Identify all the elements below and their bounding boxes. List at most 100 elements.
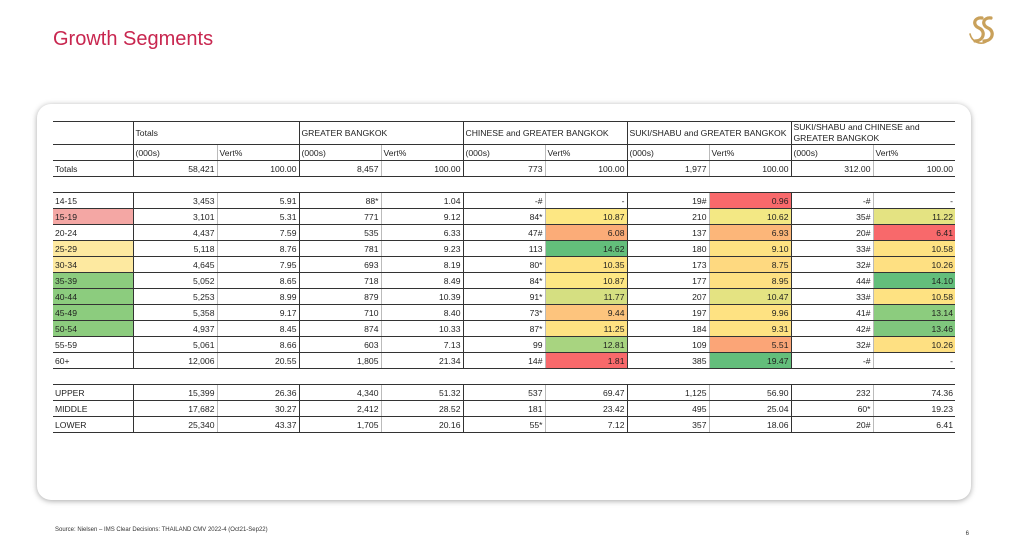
table-row: 25-29 5,118 8.76 781 9.23 113 14.62 180 9.10 33# 1…	[53, 240, 955, 257]
count-cell: 35#	[790, 208, 873, 225]
vert-pct-cell: 9.23	[380, 240, 463, 257]
vert-pct-cell: -	[872, 352, 955, 369]
group-header: CHINESE and GREATER BANGKOK	[462, 121, 627, 145]
vert-pct-cell: 26.36	[216, 384, 299, 401]
vert-pct-cell: 10.39	[380, 288, 463, 305]
vert-pct-cell: 7.95	[216, 256, 299, 273]
vert-pct-cell: 74.36	[872, 384, 955, 401]
vert-pct-cell: 6.93	[708, 224, 791, 241]
table-row: 20-24 4,437 7.59 535 6.33 47# 6.08 137 6.93 20# 6.…	[53, 224, 955, 241]
vert-pct-cell: 9.12	[380, 208, 463, 225]
count-cell: 17,682	[132, 400, 217, 417]
row-label: 20-24	[53, 224, 133, 241]
count-cell: 15,399	[132, 384, 217, 401]
section-gap-row	[53, 177, 955, 193]
vert-pct-cell: 7.12	[544, 416, 627, 433]
vert-pct-cell: 1.04	[380, 192, 463, 209]
count-cell: 33#	[790, 288, 873, 305]
subheader-vert-pct: Vert%	[544, 144, 627, 161]
vert-pct-cell: 9.96	[708, 304, 791, 321]
count-cell: 91*	[462, 288, 545, 305]
vert-pct-cell: 5.91	[216, 192, 299, 209]
vert-pct-cell: 6.33	[380, 224, 463, 241]
vert-pct-cell: 8.40	[380, 304, 463, 321]
vert-pct-cell: 25.04	[708, 400, 791, 417]
count-cell: 5,118	[132, 240, 217, 257]
count-cell: 58,421	[132, 160, 217, 177]
count-cell: 181	[462, 400, 545, 417]
count-cell: 177	[626, 272, 709, 289]
page-title: Growth Segments	[53, 28, 214, 50]
table-row: Totals 58,421 100.00 8,457 100.00 773 100.00 1,…	[53, 160, 955, 177]
subheader-count: (000s)	[132, 144, 217, 161]
vert-pct-cell: 14.62	[544, 240, 627, 257]
row-label: 60+	[53, 352, 133, 369]
vert-pct-cell: 9.31	[708, 320, 791, 337]
table-body: Totals GREATER BANGKOK CHINESE and GREATER…	[53, 121, 955, 433]
count-cell: 207	[626, 288, 709, 305]
vert-pct-cell: 8.76	[216, 240, 299, 257]
data-table-card: Totals GREATER BANGKOK CHINESE and GREATER…	[37, 104, 971, 500]
count-cell: 1,705	[298, 416, 381, 433]
row-label: LOWER	[53, 416, 133, 433]
vert-pct-cell: 19.47	[708, 352, 791, 369]
gap-cell	[53, 369, 955, 385]
count-cell: -#	[790, 192, 873, 209]
subheader-vert-pct: Vert%	[216, 144, 299, 161]
count-cell: 2,412	[298, 400, 381, 417]
vert-pct-cell: 14.10	[872, 272, 955, 289]
row-label: 15-19	[53, 208, 133, 225]
row-label: 50-54	[53, 320, 133, 337]
group-header: SUKI/SHABU and GREATER BANGKOK	[626, 121, 791, 145]
count-cell: -#	[462, 192, 545, 209]
row-label: 40-44	[53, 288, 133, 305]
group-header: SUKI/SHABU and CHINESE and GREATER BANGK…	[790, 121, 955, 145]
vert-pct-cell: 13.46	[872, 320, 955, 337]
vert-pct-cell: 11.22	[872, 208, 955, 225]
vert-pct-cell: 43.37	[216, 416, 299, 433]
row-label: 25-29	[53, 240, 133, 257]
count-cell: 8,457	[298, 160, 381, 177]
count-cell: 5,358	[132, 304, 217, 321]
vert-pct-cell: 0.96	[708, 192, 791, 209]
growth-segments-table: Totals GREATER BANGKOK CHINESE and GREATER…	[53, 121, 955, 433]
row-label: 30-34	[53, 256, 133, 273]
count-cell: 3,101	[132, 208, 217, 225]
vert-pct-cell: 10.58	[872, 240, 955, 257]
count-cell: 137	[626, 224, 709, 241]
group-header: GREATER BANGKOK	[298, 121, 463, 145]
table-row: 35-39 5,052 8.65 718 8.49 84* 10.87 177 8.95 44# 1…	[53, 272, 955, 289]
count-cell: 73*	[462, 304, 545, 321]
page-number: 6	[965, 531, 969, 537]
vert-pct-cell: 9.17	[216, 304, 299, 321]
count-cell: 32#	[790, 256, 873, 273]
subheader-count: (000s)	[790, 144, 873, 161]
count-cell: 113	[462, 240, 545, 257]
row-label: 55-59	[53, 336, 133, 353]
vert-pct-cell: 8.99	[216, 288, 299, 305]
count-cell: 5,052	[132, 272, 217, 289]
count-cell: 84*	[462, 272, 545, 289]
vert-pct-cell: 7.13	[380, 336, 463, 353]
count-cell: 84*	[462, 208, 545, 225]
count-cell: 197	[626, 304, 709, 321]
vert-pct-cell: 8.66	[216, 336, 299, 353]
count-cell: 88*	[298, 192, 381, 209]
table-row: 40-44 5,253 8.99 879 10.39 91* 11.77 207 10.47 33…	[53, 288, 955, 305]
vert-pct-cell: 69.47	[544, 384, 627, 401]
count-cell: 603	[298, 336, 381, 353]
count-cell: 20#	[790, 224, 873, 241]
count-cell: 874	[298, 320, 381, 337]
count-cell: 385	[626, 352, 709, 369]
row-label: UPPER	[53, 384, 133, 401]
subheader-count: (000s)	[298, 144, 381, 161]
count-cell: 773	[462, 160, 545, 177]
table-row: 50-54 4,937 8.45 874 10.33 87* 11.25 184 9.31 42#…	[53, 320, 955, 337]
count-cell: 19#	[626, 192, 709, 209]
count-cell: 5,061	[132, 336, 217, 353]
count-cell: 210	[626, 208, 709, 225]
count-cell: 1,125	[626, 384, 709, 401]
vert-pct-cell: 8.49	[380, 272, 463, 289]
vert-pct-cell: 1.81	[544, 352, 627, 369]
subheader-vert-pct: Vert%	[708, 144, 791, 161]
